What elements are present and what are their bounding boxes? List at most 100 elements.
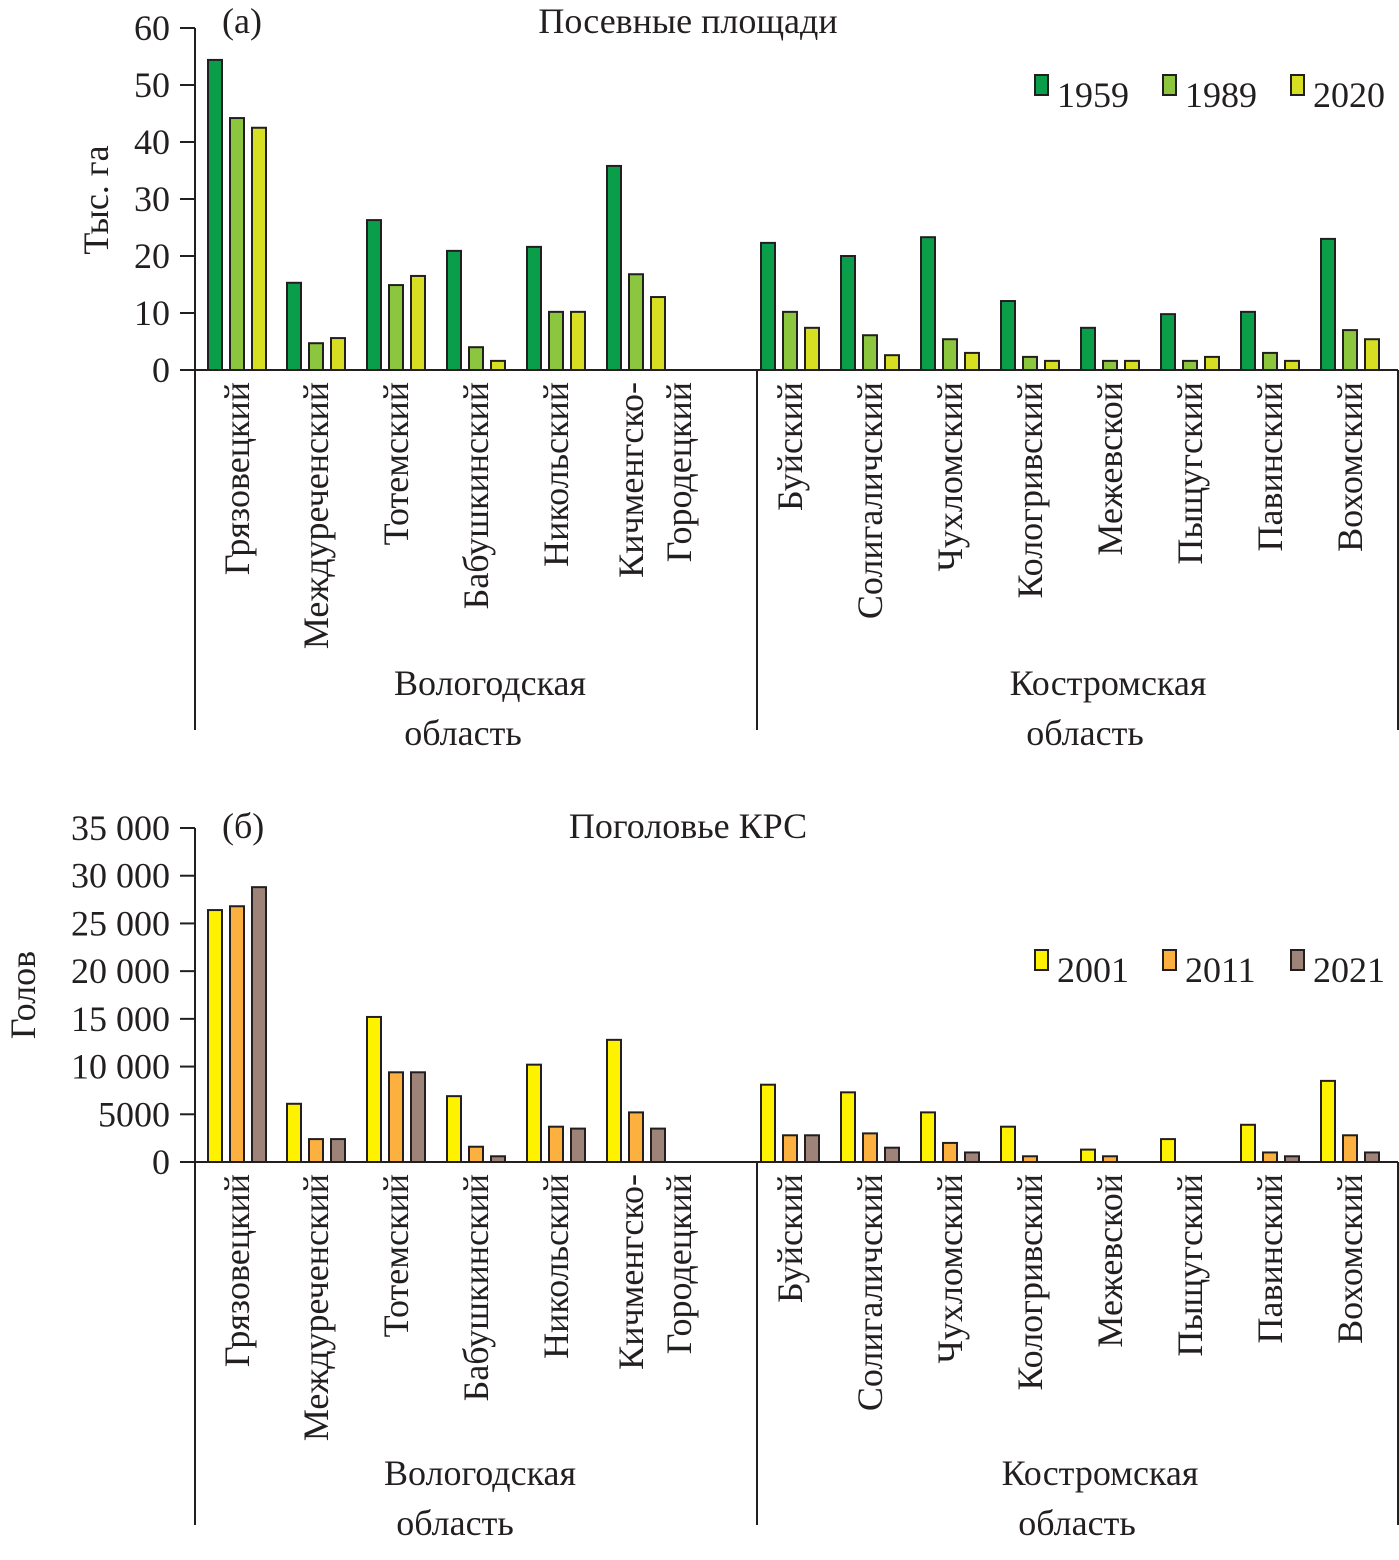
legend-label-2011: 2011 <box>1185 950 1256 990</box>
bar-2021-13 <box>1364 1151 1380 1164</box>
bar-2021-12 <box>1284 1155 1300 1164</box>
bar-2020-0 <box>251 126 267 371</box>
category-label: Кичменгско- <box>611 382 651 578</box>
category-label: Бабушкинский <box>456 1174 496 1401</box>
group-label: Костромская <box>1010 663 1207 703</box>
bar-2001-2 <box>366 1015 382 1163</box>
bar-1989-0 <box>229 117 245 371</box>
bar-2011-0 <box>229 905 245 1163</box>
bar-1989-1 <box>308 342 324 371</box>
category-label: Грязовецкий <box>217 382 257 575</box>
category-label: Тотемский <box>376 382 416 545</box>
panel-label: (а) <box>222 1 262 41</box>
bar-1989-13 <box>1342 329 1358 372</box>
bar-1989-12 <box>1262 351 1278 371</box>
bar-2001-1 <box>286 1102 302 1164</box>
bar-2020-9 <box>1044 359 1060 372</box>
y-tick-label: 10 000 <box>71 1047 170 1087</box>
chart-title: Посевные площади <box>538 1 837 41</box>
chart-title: Поголовье КРС <box>569 806 807 846</box>
bar-2011-4 <box>548 1125 564 1163</box>
bar-1959-8 <box>920 236 936 371</box>
group-label: Костромская <box>1002 1453 1199 1493</box>
bar-2021-2 <box>410 1071 426 1163</box>
bar-2020-4 <box>570 310 586 371</box>
bar-2001-3 <box>446 1095 462 1164</box>
y-axis-label: Голов <box>3 951 43 1039</box>
category-label: Буйский <box>770 1174 810 1303</box>
legend-label-1989: 1989 <box>1185 75 1257 115</box>
y-tick-label: 20 <box>134 236 170 276</box>
bar-2021-3 <box>490 1155 506 1164</box>
bar-2001-7 <box>840 1091 856 1164</box>
category-label: Чухломский <box>930 382 970 571</box>
group-label: область <box>1026 713 1144 753</box>
category-label: Никольский <box>536 382 576 567</box>
bar-2001-10 <box>1080 1148 1096 1163</box>
bar-1989-10 <box>1102 359 1118 372</box>
legend-swatch-2001 <box>1034 949 1049 971</box>
bar-1959-4 <box>526 245 542 372</box>
bar-2011-13 <box>1342 1134 1358 1164</box>
bar-2011-9 <box>1022 1155 1038 1164</box>
bar-1959-6 <box>760 241 776 371</box>
group-label: Вологодская <box>384 1453 576 1493</box>
category-label: Межевской <box>1090 1174 1130 1348</box>
bar-1959-10 <box>1080 326 1096 372</box>
y-tick-label: 0 <box>152 1142 170 1182</box>
legend-label-2020: 2020 <box>1313 75 1385 115</box>
bar-1959-9 <box>1000 300 1016 371</box>
bar-2001-6 <box>760 1083 776 1164</box>
legend-swatch-1959 <box>1034 74 1049 96</box>
group-label: область <box>1018 1503 1136 1543</box>
category-label: Бабушкинский <box>456 382 496 609</box>
y-tick-label: 30 <box>134 179 170 219</box>
bar-2021-8 <box>964 1151 980 1164</box>
category-label: Павинский <box>1250 1174 1290 1344</box>
bar-2001-8 <box>920 1111 936 1164</box>
group-label: область <box>404 713 522 753</box>
legend-label-2021: 2021 <box>1313 950 1385 990</box>
bar-2020-1 <box>330 337 346 371</box>
category-label: Кологривский <box>1010 1174 1050 1391</box>
bar-2020-8 <box>964 351 980 371</box>
bar-1959-3 <box>446 249 462 371</box>
y-tick-label: 15 000 <box>71 999 170 1039</box>
bar-2021-6 <box>804 1134 820 1164</box>
category-label: Чухломский <box>930 1174 970 1363</box>
bar-2011-1 <box>308 1138 324 1164</box>
bar-2011-5 <box>628 1111 644 1164</box>
y-axis-label: Тыс. га <box>76 145 116 254</box>
bar-2020-11 <box>1204 355 1220 372</box>
bar-2011-10 <box>1102 1155 1118 1164</box>
y-tick-label: 50 <box>134 65 170 105</box>
legend-swatch-2020 <box>1290 74 1305 96</box>
category-label: Вохомский <box>1330 1174 1370 1344</box>
bar-2011-12 <box>1262 1151 1278 1164</box>
category-label: Межевской <box>1090 382 1130 556</box>
bar-2020-6 <box>804 326 820 372</box>
bar-1989-3 <box>468 346 484 372</box>
bar-2001-0 <box>207 909 223 1163</box>
bar-2001-11 <box>1160 1138 1176 1164</box>
bar-2021-0 <box>251 886 267 1163</box>
category-label: Буйский <box>770 382 810 511</box>
bar-1989-8 <box>942 338 958 372</box>
bar-2020-10 <box>1124 359 1140 372</box>
category-label: Городецкий <box>659 1174 699 1354</box>
legend-label-1959: 1959 <box>1057 75 1129 115</box>
category-label: Солигаличский <box>850 1174 890 1411</box>
bar-1989-11 <box>1182 359 1198 372</box>
legend-label-2001: 2001 <box>1057 950 1129 990</box>
y-tick-label: 35 000 <box>71 808 170 848</box>
bar-2021-1 <box>330 1138 346 1164</box>
bar-2020-3 <box>490 359 506 372</box>
category-label: Никольский <box>536 1174 576 1359</box>
bar-1989-2 <box>388 284 404 372</box>
bar-2011-2 <box>388 1071 404 1163</box>
bar-1989-5 <box>628 273 644 371</box>
category-label: Павинский <box>1250 382 1290 552</box>
bar-2001-5 <box>606 1038 622 1164</box>
bar-2020-7 <box>884 354 900 371</box>
